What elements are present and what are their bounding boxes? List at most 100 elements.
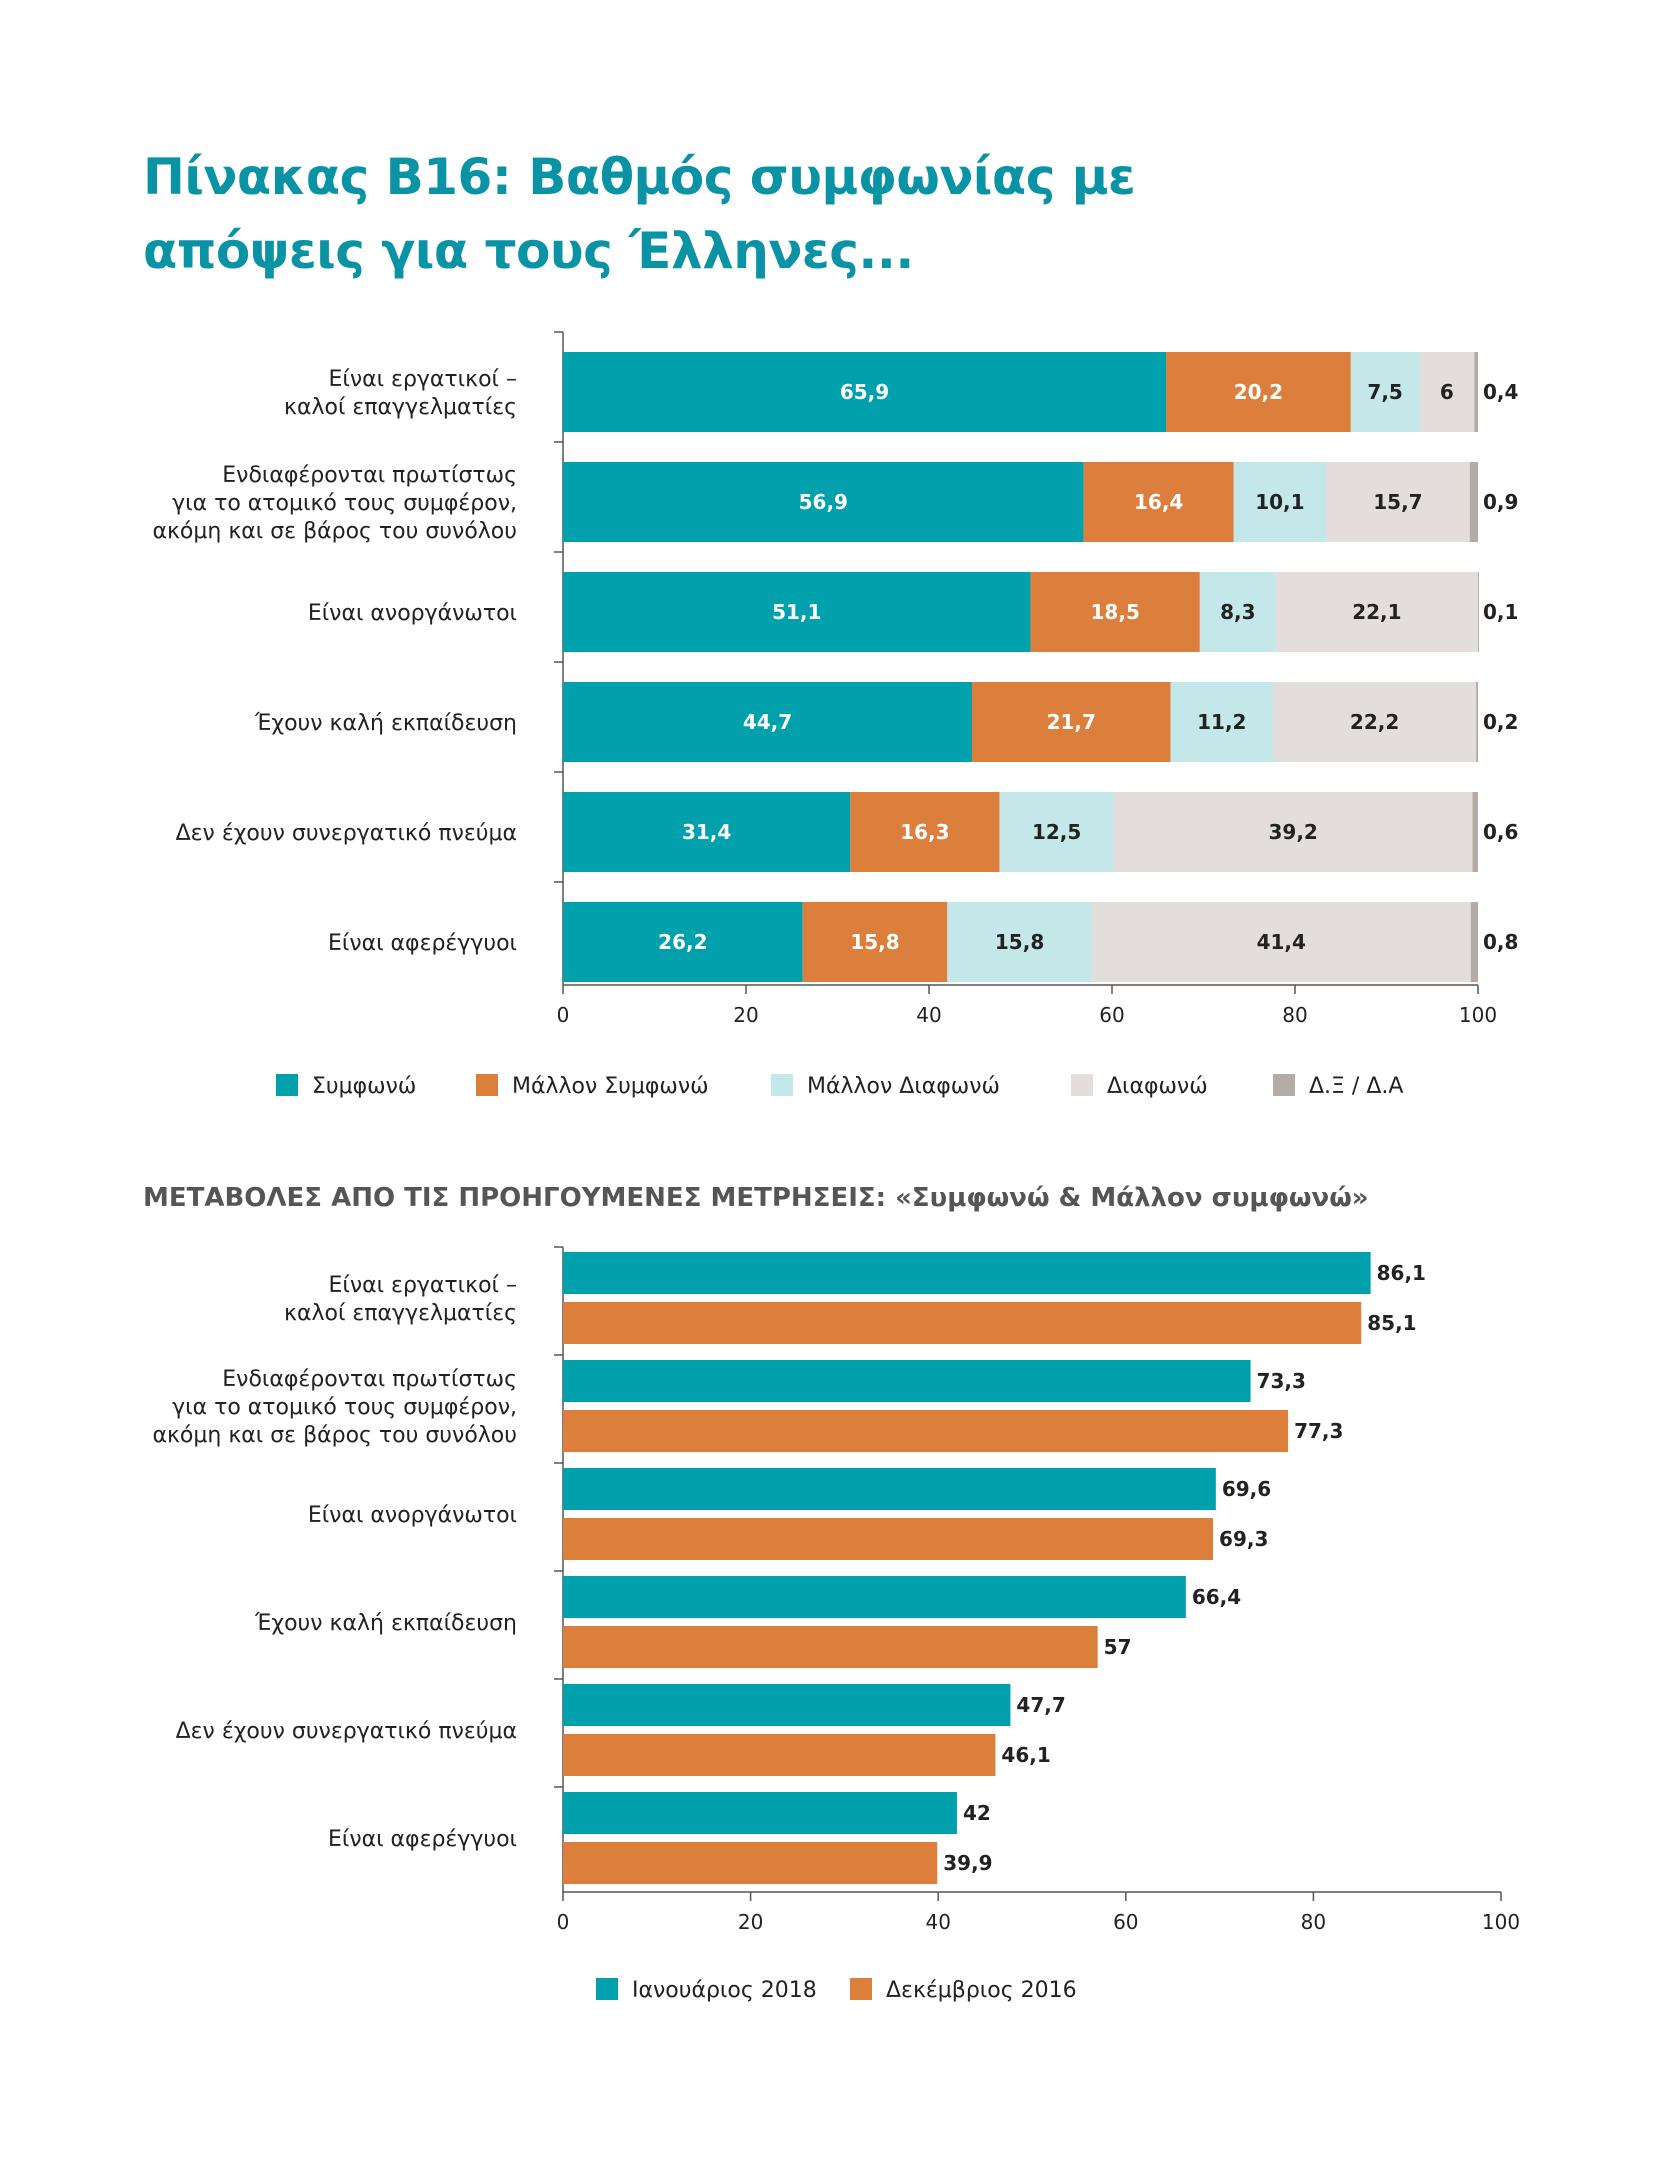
- bar-segment-μάλλον-διαφωνώ: [999, 792, 1114, 872]
- bar-segment-μάλλον-συμφωνώ: [1030, 572, 1200, 652]
- data-label: 0,4: [1483, 380, 1518, 404]
- stacked-bar-chart: 0 20 40 60 80 100 Είναι εργατικοί – καλοί επαγγ…: [152, 331, 1518, 1099]
- data-label: 56,9: [799, 490, 848, 514]
- x-tick-label: 60: [1099, 1003, 1124, 1027]
- bar-δεκέμβριος-2016: [563, 1410, 1289, 1452]
- bar-ιανουάριος-2018: [563, 1792, 957, 1834]
- bar-segment-μάλλον-συμφωνώ: [1165, 352, 1351, 432]
- bar-segment-δ-ξ-δ-α: [1474, 352, 1478, 432]
- x-tick-label: 80: [1282, 1003, 1307, 1027]
- legend-swatch: [1273, 1074, 1295, 1096]
- bar-segment-δ-ξ-δ-α: [1472, 792, 1478, 872]
- data-label: 69,3: [1219, 1527, 1268, 1551]
- data-label: 6: [1440, 380, 1454, 404]
- data-label: 15,7: [1373, 490, 1422, 514]
- data-label: 77,3: [1294, 1419, 1343, 1443]
- x-tick-label: 40: [916, 1003, 941, 1027]
- data-label: 0,2: [1483, 710, 1518, 734]
- bar-segment-διαφωνώ: [1113, 792, 1473, 872]
- data-label: 47,7: [1016, 1693, 1065, 1717]
- category-label: ακόμη και σε βάρος του συνόλου: [152, 1423, 517, 1448]
- legend-label: Δεκέμβριος 2016: [886, 1978, 1077, 2003]
- bar-δεκέμβριος-2016: [563, 1842, 938, 1884]
- legend-item: Μάλλον Διαφωνώ: [771, 1074, 1000, 1099]
- bar-segment-συμφωνώ: [563, 682, 973, 762]
- bar-segment-μάλλον-διαφωνώ: [947, 902, 1092, 982]
- bar-segment-διαφωνώ: [1419, 352, 1475, 432]
- bar-δεκέμβριος-2016: [563, 1734, 996, 1776]
- legend-label: Μάλλον Διαφωνώ: [807, 1074, 1000, 1099]
- x-tick-label: 80: [1301, 1910, 1326, 1934]
- bar-ιανουάριος-2018: [563, 1360, 1251, 1402]
- category-label: Ενδιαφέρονται πρωτίστως: [222, 1367, 517, 1392]
- bar-segment-συμφωνώ: [563, 792, 851, 872]
- data-label: 42: [963, 1801, 991, 1825]
- bar-segment-δ-ξ-δ-α: [1470, 902, 1478, 982]
- data-label: 41,4: [1257, 930, 1306, 954]
- legend-item: Μάλλον Συμφωνώ: [476, 1074, 709, 1099]
- legend-label: Μάλλον Συμφωνώ: [512, 1074, 709, 1099]
- legend-swatch: [1071, 1074, 1093, 1096]
- bar-segment-συμφωνώ: [563, 572, 1031, 652]
- x-tick-label: 20: [738, 1910, 763, 1934]
- bar-segment-δ-ξ-δ-α: [1469, 462, 1478, 542]
- x-tick-label: 0: [557, 1910, 570, 1934]
- bar-ιανουάριος-2018: [563, 1252, 1371, 1294]
- bar-segment-διαφωνώ: [1273, 682, 1477, 762]
- data-label: 51,1: [772, 600, 821, 624]
- category-label: καλοί επαγγελματίες: [284, 395, 517, 420]
- bar-segment-διαφωνώ: [1275, 572, 1478, 652]
- data-label: 69,6: [1222, 1477, 1271, 1501]
- legend-label: Διαφωνώ: [1107, 1074, 1208, 1099]
- x-tick-label: 100: [1459, 1003, 1497, 1027]
- data-label: 10,1: [1255, 490, 1304, 514]
- data-label: 7,5: [1367, 380, 1402, 404]
- category-label: Δεν έχουν συνεργατικό πνεύμα: [176, 821, 517, 846]
- data-label: 18,5: [1091, 600, 1140, 624]
- bar-δεκέμβριος-2016: [563, 1626, 1098, 1668]
- data-label: 8,3: [1220, 600, 1255, 624]
- data-label: 22,1: [1352, 600, 1401, 624]
- category-label: Είναι εργατικοί –: [328, 367, 517, 392]
- legend-item: Συμφωνώ: [276, 1074, 416, 1099]
- data-label: 26,2: [658, 930, 707, 954]
- bar-ιανουάριος-2018: [563, 1576, 1186, 1618]
- category-label: για το ατομικό τους συμφέρον,: [172, 491, 517, 516]
- bar-segment-διαφωνώ: [1326, 462, 1470, 542]
- legend-swatch: [276, 1074, 298, 1096]
- data-label: 16,3: [900, 820, 949, 844]
- bar-segment-μάλλον-συμφωνώ: [802, 902, 948, 982]
- legend-swatch: [771, 1074, 793, 1096]
- legend-item: Διαφωνώ: [1071, 1074, 1208, 1099]
- data-label: 0,6: [1483, 820, 1518, 844]
- data-label: 0,9: [1483, 490, 1518, 514]
- category-label: ακόμη και σε βάρος του συνόλου: [152, 519, 517, 544]
- category-label: για το ατομικό τους συμφέρον,: [172, 1395, 517, 1420]
- data-label: 15,8: [850, 930, 899, 954]
- x-tick-label: 100: [1482, 1910, 1520, 1934]
- data-label: 22,2: [1350, 710, 1399, 734]
- category-label: Ενδιαφέρονται πρωτίστως: [222, 463, 517, 488]
- legend-item: Δ.Ξ / Δ.Α: [1273, 1074, 1403, 1099]
- bar-δεκέμβριος-2016: [563, 1302, 1362, 1344]
- category-label: Είναι αφερέγγυοι: [328, 931, 517, 956]
- legend-item: Ιανουάριος 2018: [596, 1978, 817, 2003]
- data-label: 39,9: [943, 1851, 992, 1875]
- x-tick-label: 0: [557, 1003, 570, 1027]
- data-label: 57: [1104, 1635, 1132, 1659]
- category-label: Είναι εργατικοί –: [328, 1273, 517, 1298]
- section-2-title: ΜΕΤΑΒΟΛΕΣ ΑΠΟ ΤΙΣ ΠΡΟΗΓΟΥΜΕΝΕΣ ΜΕΤΡΗΣΕΙΣ…: [143, 1183, 1369, 1213]
- category-label: Είναι ανοργάνωτοι: [308, 601, 517, 626]
- comparison-bar-chart: 0 20 40 60 80 100 Είναι εργατικοί – καλοί επαγγ…: [152, 1246, 1520, 2003]
- data-label: 12,5: [1032, 820, 1081, 844]
- bar-segment-δ-ξ-δ-α: [1476, 682, 1478, 762]
- legend-swatch: [596, 1978, 618, 2000]
- bar-segment-μάλλον-συμφωνώ: [850, 792, 1000, 872]
- data-label: 21,7: [1047, 710, 1096, 734]
- data-label: 16,4: [1134, 490, 1183, 514]
- bar-δεκέμβριος-2016: [563, 1518, 1214, 1560]
- legend-label: Δ.Ξ / Δ.Α: [1309, 1074, 1403, 1099]
- data-label: 73,3: [1257, 1369, 1306, 1393]
- data-label: 85,1: [1367, 1311, 1416, 1335]
